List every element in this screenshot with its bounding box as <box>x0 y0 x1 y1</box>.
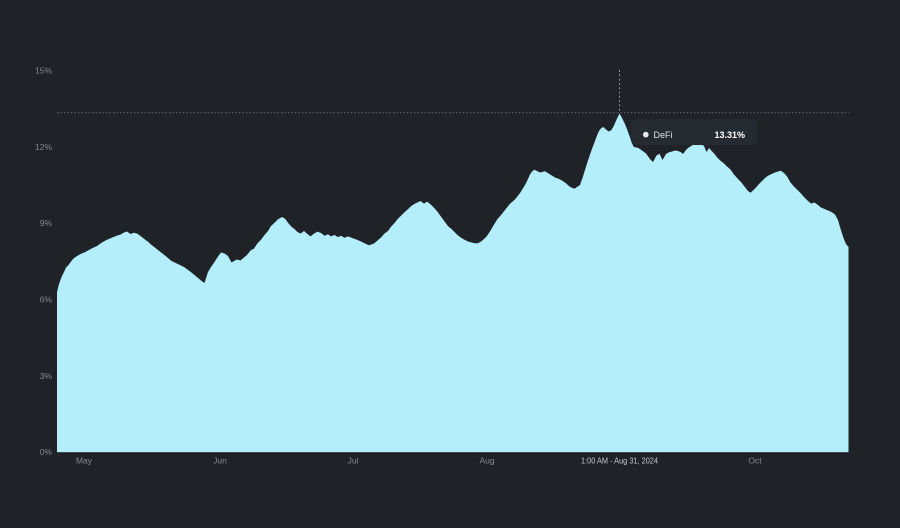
svg-text:Oct: Oct <box>748 456 762 466</box>
svg-text:9%: 9% <box>40 218 53 228</box>
svg-text:13.31%: 13.31% <box>714 130 745 140</box>
svg-text:May: May <box>76 456 93 466</box>
svg-text:Aug: Aug <box>479 456 494 466</box>
svg-text:0%: 0% <box>40 447 53 457</box>
svg-text:3%: 3% <box>40 371 53 381</box>
svg-text:6%: 6% <box>40 295 53 305</box>
svg-text:15%: 15% <box>35 66 52 76</box>
svg-text:Jun: Jun <box>213 456 227 466</box>
svg-text:DeFi: DeFi <box>654 130 673 140</box>
svg-text:Jul: Jul <box>348 456 359 466</box>
svg-text:12%: 12% <box>35 142 52 152</box>
svg-text:1:00 AM - Aug 31, 2024: 1:00 AM - Aug 31, 2024 <box>581 456 658 466</box>
